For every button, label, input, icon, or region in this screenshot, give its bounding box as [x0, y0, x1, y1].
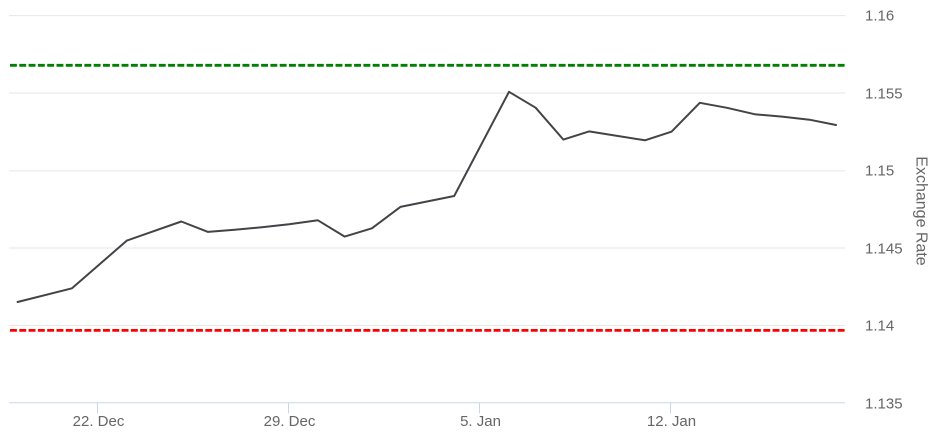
- svg-text:1.145: 1.145: [865, 241, 903, 258]
- svg-text:1.155: 1.155: [865, 86, 903, 103]
- svg-text:22. Dec: 22. Dec: [73, 413, 125, 430]
- svg-text:29. Dec: 29. Dec: [264, 413, 316, 430]
- svg-text:Exchange Rate: Exchange Rate: [913, 156, 930, 266]
- svg-text:5. Jan: 5. Jan: [460, 413, 501, 430]
- svg-text:1.135: 1.135: [865, 396, 903, 413]
- svg-text:1.14: 1.14: [865, 318, 894, 335]
- svg-text:12. Jan: 12. Jan: [647, 413, 696, 430]
- svg-text:1.16: 1.16: [865, 8, 894, 25]
- svg-text:1.15: 1.15: [865, 163, 894, 180]
